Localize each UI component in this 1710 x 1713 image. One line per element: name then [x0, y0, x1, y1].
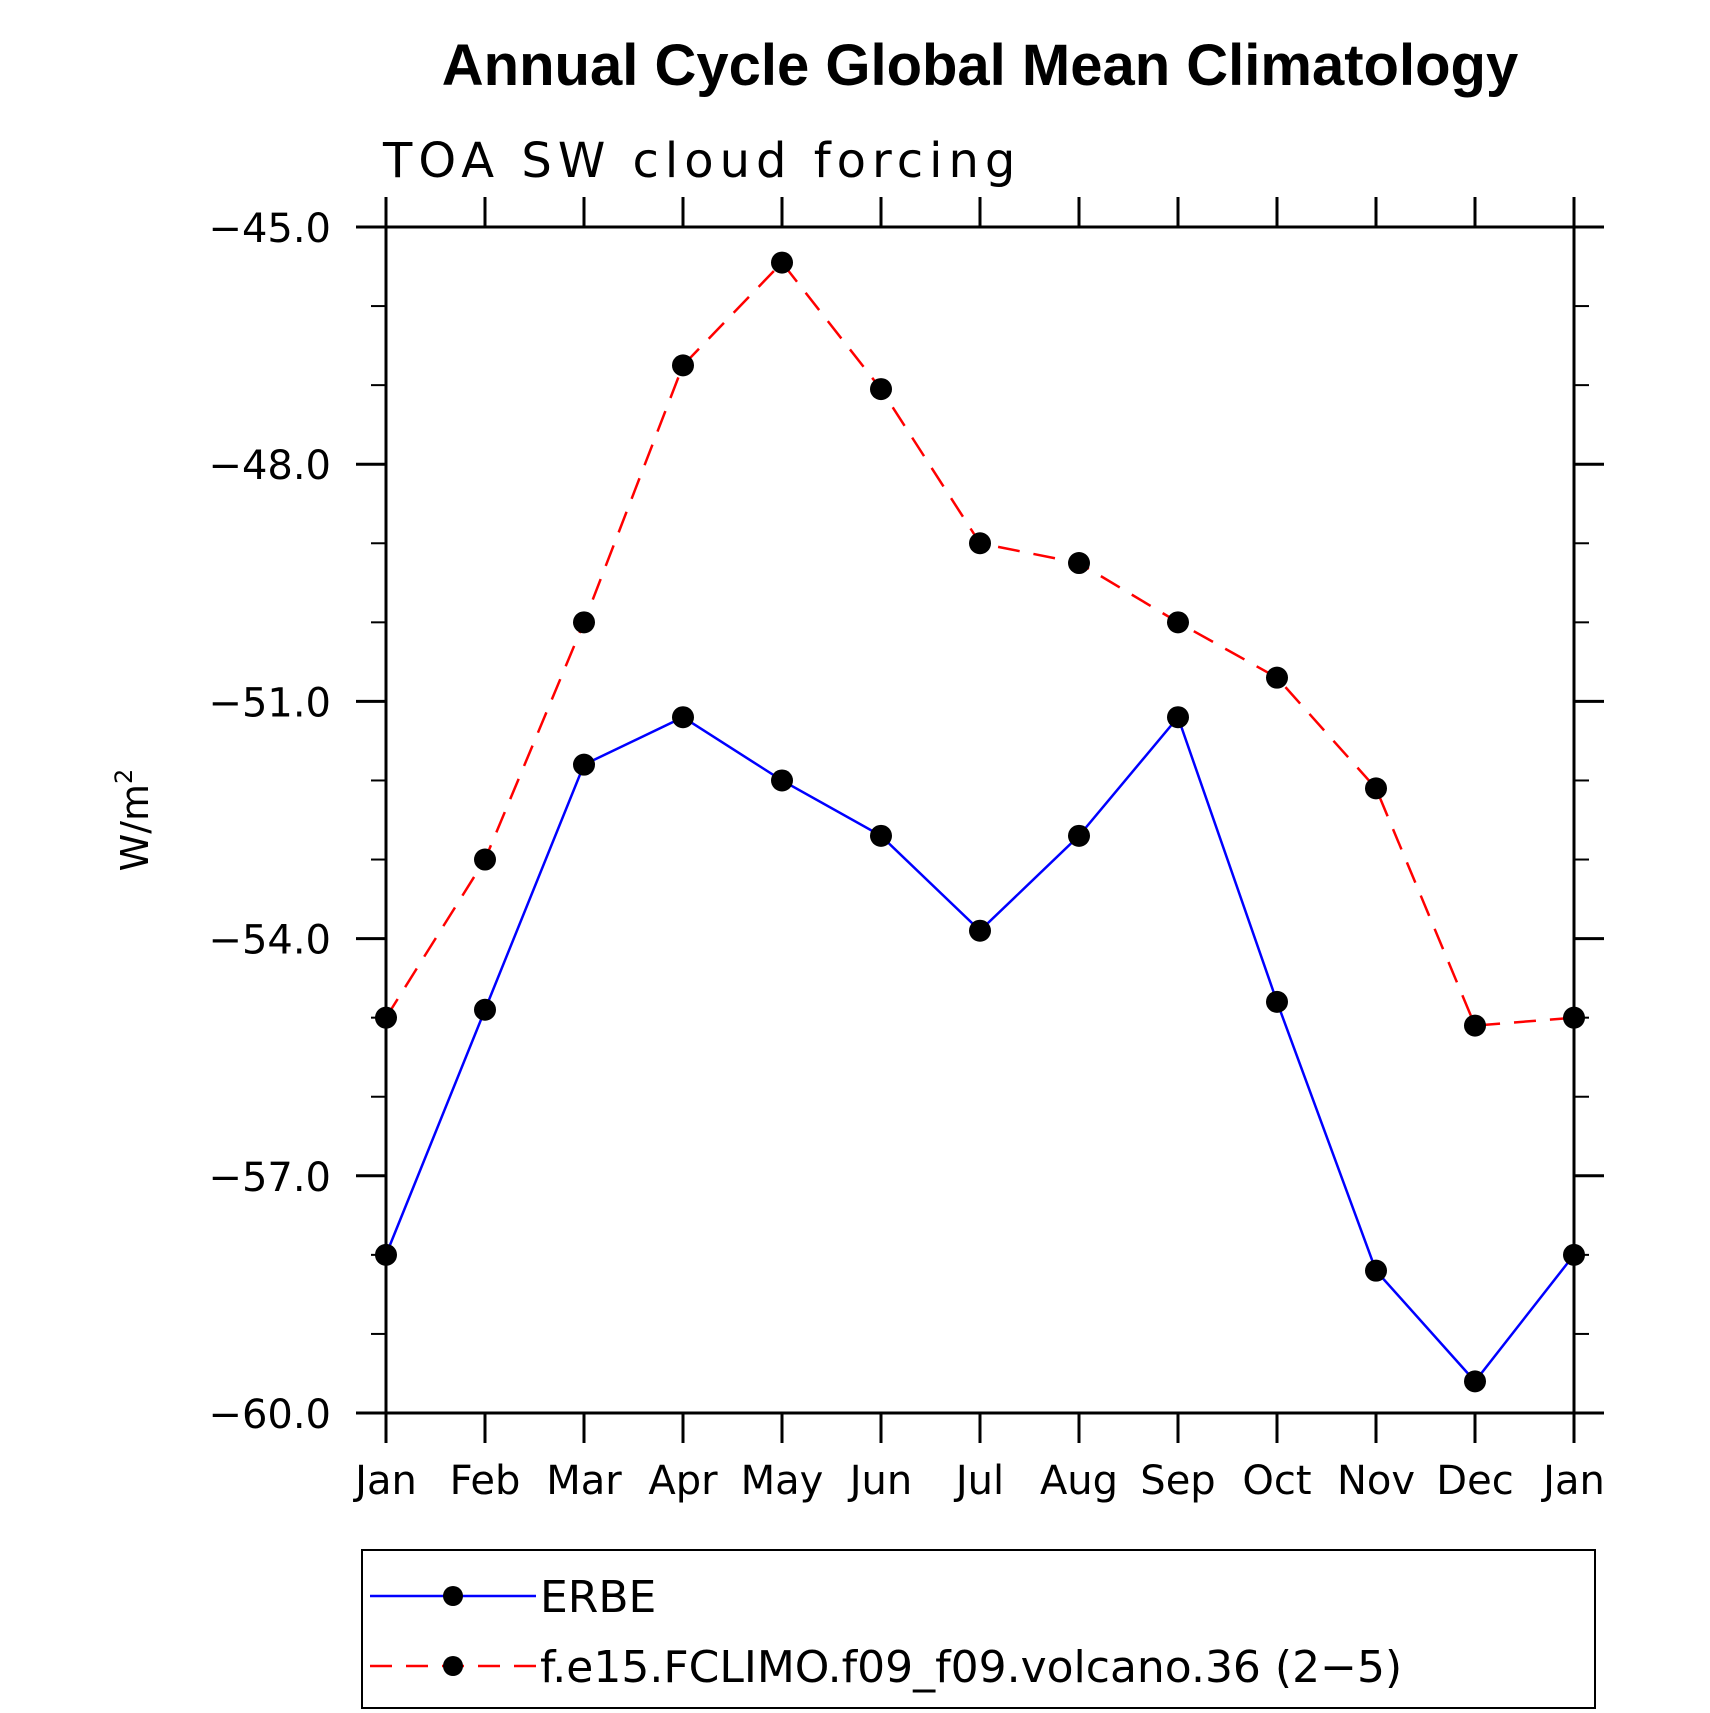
axis-ticks	[356, 197, 1604, 1443]
x-tick-label: Oct	[1242, 1458, 1311, 1504]
data-point-erbe	[1068, 824, 1090, 847]
y-tick-labels: −45.0 −48.0 −51.0 −54.0 −57.0 −60.0	[208, 206, 331, 1438]
data-point-model	[771, 251, 793, 274]
legend-box	[361, 1549, 1596, 1709]
plot-area	[384, 225, 1576, 1415]
legend-marker-model	[443, 1656, 463, 1676]
data-point-model	[870, 378, 892, 401]
y-tick-label: −51.0	[208, 680, 331, 726]
y-tick-label: −54.0	[208, 918, 331, 964]
data-point-erbe	[969, 919, 991, 942]
x-tick-label: Dec	[1436, 1458, 1513, 1504]
chart-title: Annual Cycle Global Mean Climatology	[442, 33, 1518, 98]
y-tick-label: −57.0	[208, 1155, 331, 1201]
series-points	[375, 251, 1585, 1393]
x-tick-label: Feb	[450, 1458, 521, 1504]
y-tick-label: −45.0	[208, 206, 331, 252]
x-tick-labels: Jan Feb Mar Apr May Jun Jul Aug Sep Oct Nov Dec Jan	[352, 1458, 1605, 1504]
data-point-model	[672, 354, 694, 377]
x-tick-label: Aug	[1040, 1458, 1118, 1504]
x-tick-label: May	[741, 1458, 824, 1504]
x-tick-label: Sep	[1140, 1458, 1215, 1504]
data-point-erbe	[1464, 1370, 1486, 1393]
data-point-model	[1266, 666, 1288, 689]
series-lines	[384, 260, 1575, 1384]
data-point-model	[375, 1006, 397, 1029]
data-point-erbe	[771, 769, 793, 792]
data-point-model	[1464, 1014, 1486, 1037]
data-point-erbe	[870, 824, 892, 847]
y-tick-label: −60.0	[208, 1392, 331, 1438]
y-axis-label: W/m2	[110, 769, 157, 872]
data-point-model	[969, 532, 991, 555]
legend: ERBE f.e15.FCLIMO.f09_f09.volcano.36 (2−…	[361, 1549, 1596, 1709]
x-tick-label: Jun	[847, 1458, 913, 1504]
data-point-model	[573, 611, 595, 634]
series-line-erbe	[384, 714, 1575, 1384]
data-point-erbe	[1266, 990, 1288, 1013]
data-point-erbe	[474, 998, 496, 1021]
data-point-erbe	[672, 706, 694, 729]
x-tick-label: Apr	[648, 1458, 718, 1504]
x-tick-label: Jul	[953, 1458, 1004, 1504]
y-tick-label: −48.0	[208, 443, 331, 489]
data-point-erbe	[573, 753, 595, 776]
data-point-model	[1068, 552, 1090, 575]
data-point-model	[1365, 777, 1387, 800]
legend-label-erbe: ERBE	[540, 1572, 656, 1623]
data-point-erbe	[1167, 706, 1189, 729]
data-point-erbe	[1563, 1243, 1585, 1266]
chart-subtitle: TOA SW cloud forcing	[382, 133, 1021, 189]
x-tick-label: Jan	[352, 1458, 417, 1504]
data-point-model	[1563, 1006, 1585, 1029]
legend-marker-erbe	[443, 1586, 463, 1606]
data-point-erbe	[1365, 1259, 1387, 1282]
data-point-erbe	[375, 1243, 397, 1266]
x-tick-label: Jan	[1540, 1458, 1605, 1504]
legend-label-model: f.e15.FCLIMO.f09_f09.volcano.36 (2−5)	[540, 1642, 1402, 1693]
data-point-model	[474, 848, 496, 871]
plot-frame	[384, 225, 1576, 1415]
series-line-model	[384, 260, 1575, 1027]
y-axis-label-base: W/m	[113, 784, 157, 871]
data-point-model	[1167, 611, 1189, 634]
x-tick-label: Nov	[1337, 1458, 1415, 1504]
y-axis-label-superscript: 2	[110, 769, 138, 784]
x-tick-label: Mar	[546, 1458, 622, 1504]
